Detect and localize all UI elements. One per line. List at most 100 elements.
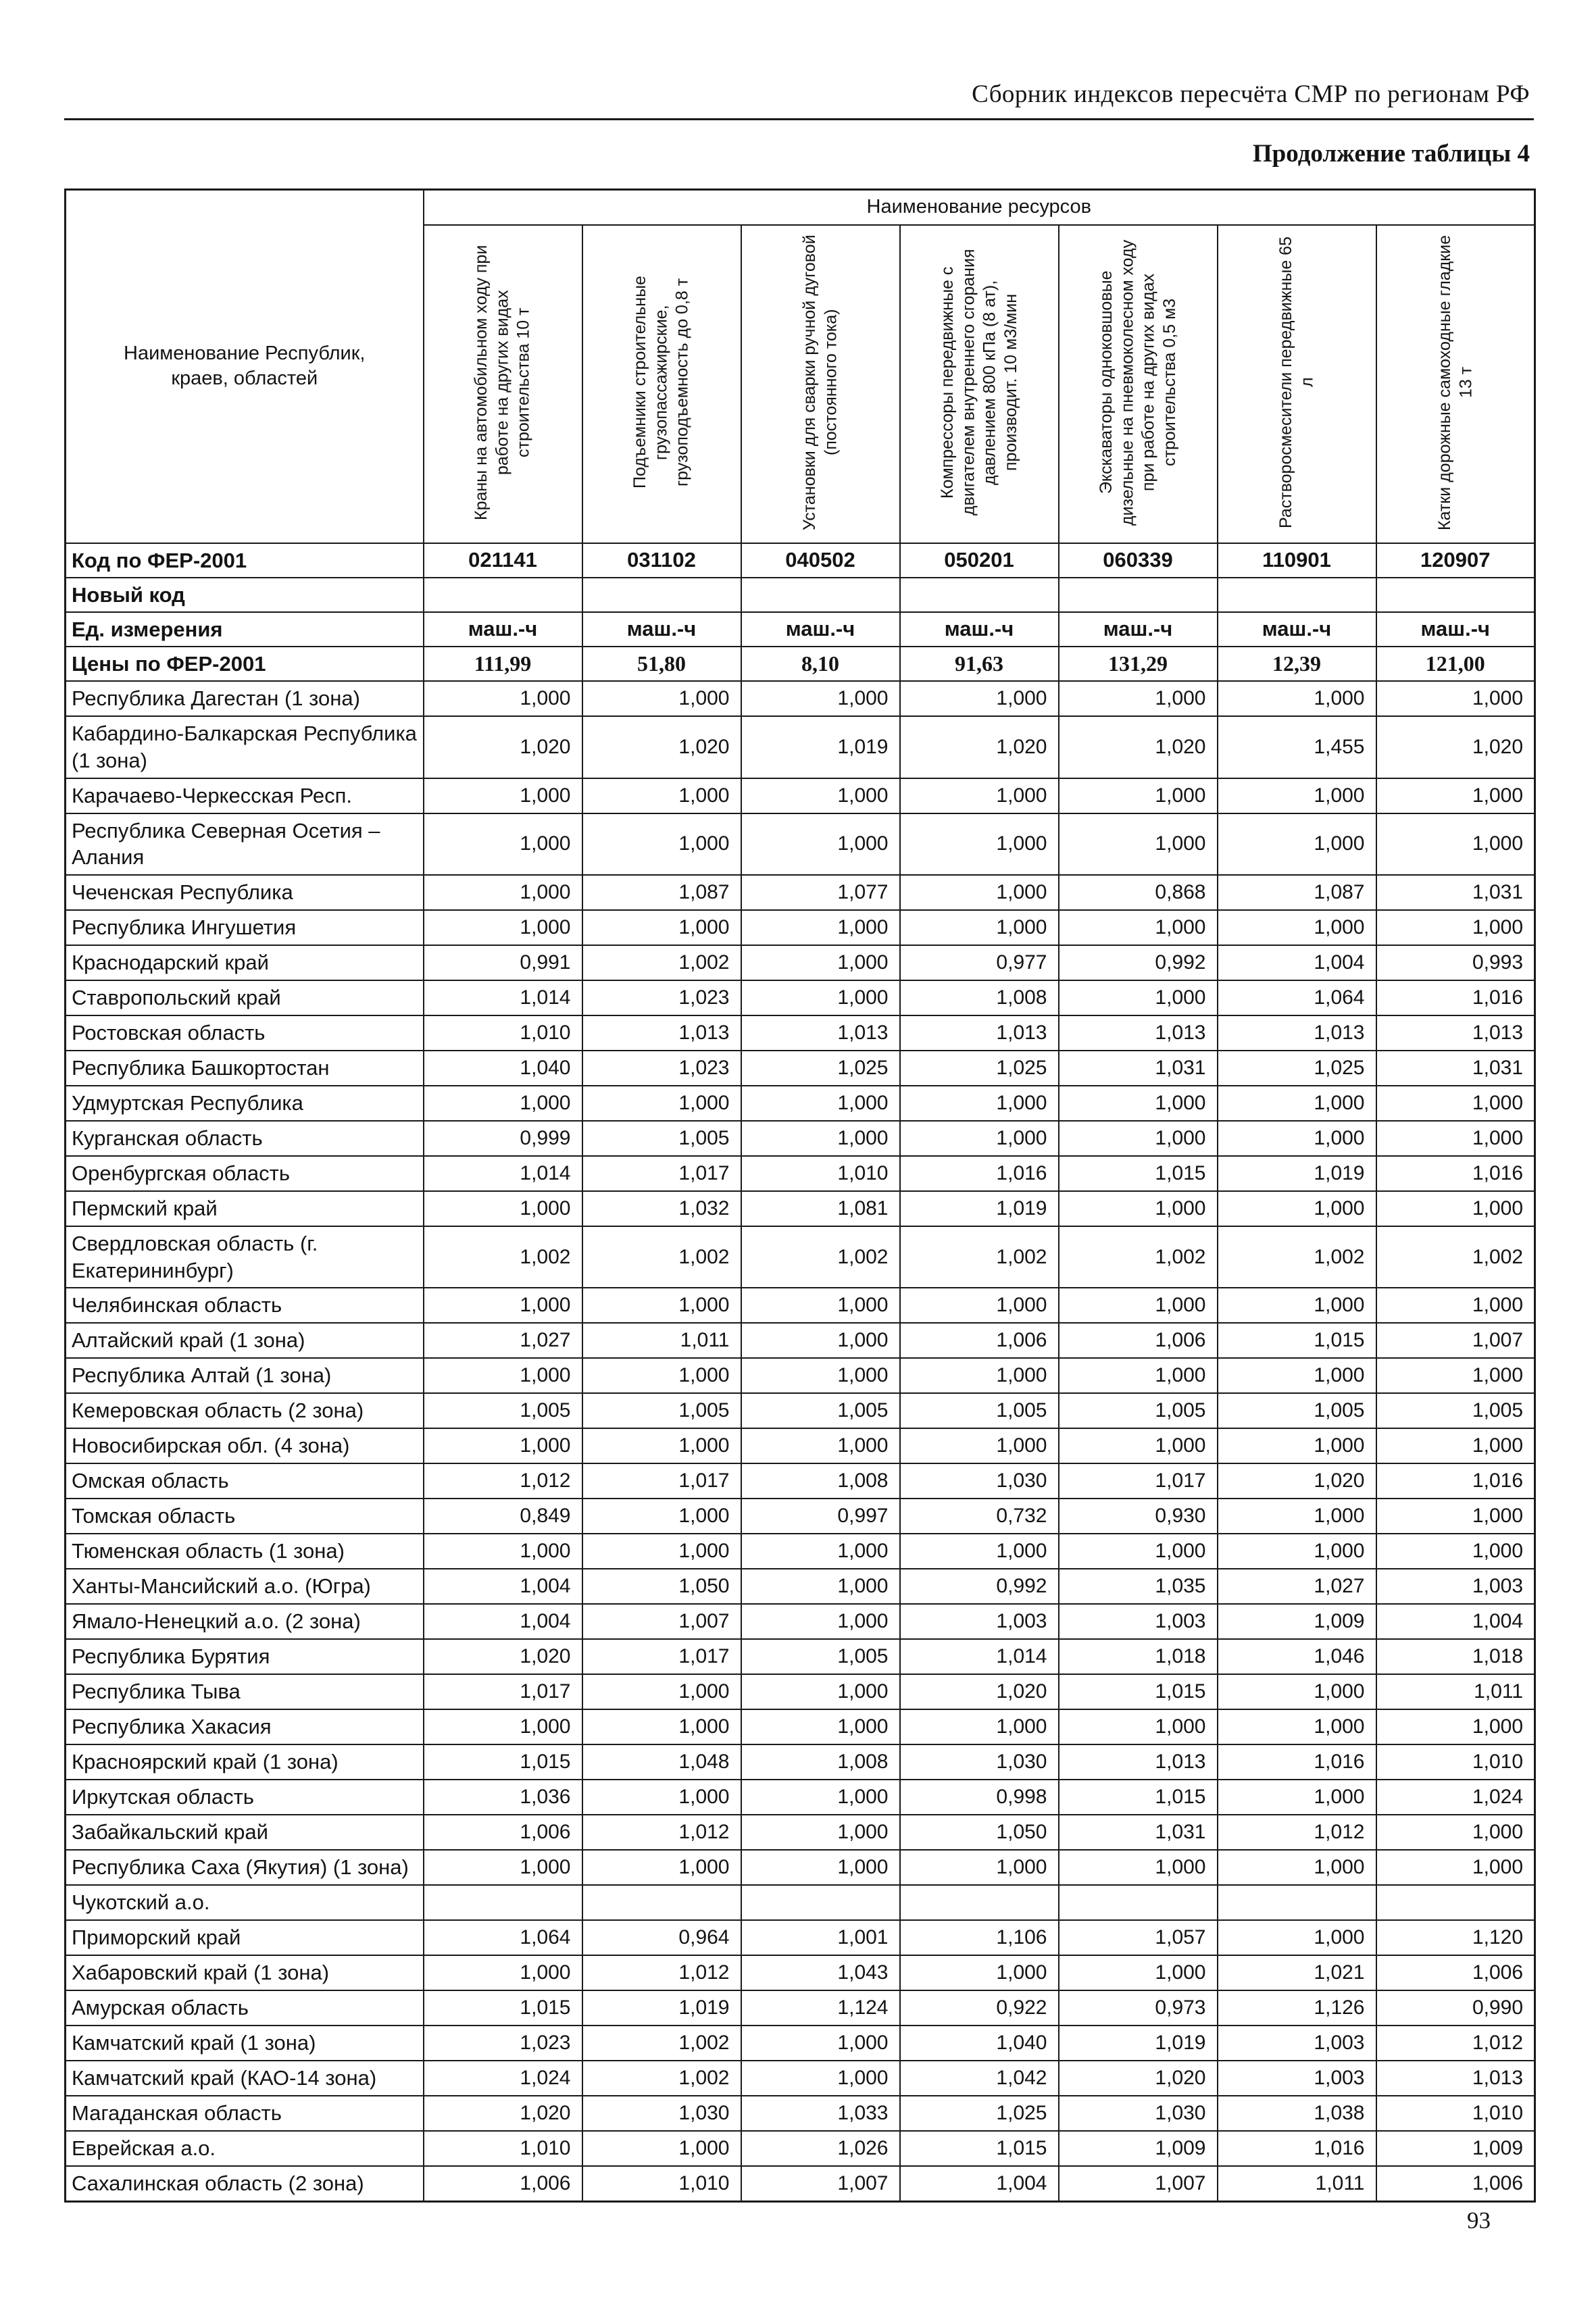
index-value: 0,997 [740,1498,901,1535]
index-value: 1,008 [740,1744,901,1781]
index-value: 1,002 [899,1225,1059,1289]
index-value: 1,017 [581,1463,742,1500]
region-name: Удмуртская Республика [64,1084,424,1122]
index-value: 1,000 [899,1084,1059,1122]
meta-value: маш.-ч [740,611,901,648]
region-name: Магаданская область [64,2095,424,2132]
table-continuation-title: Продолжение таблицы 4 [1252,140,1530,168]
region-name: Кабардино-Балкарская Республика (1 зона) [64,715,424,779]
meta-rows: Код по ФЕР-2001 021141 031102 040502 050201 0… [64,542,1536,682]
table-row: Республика Бурятия 1,020 1,017 1,005 1,014 1,… [64,1638,1536,1676]
index-value: 1,020 [1216,1463,1377,1500]
index-value: 0,993 [1375,944,1536,981]
resource-column-header: Катки дорожные самоходные гладкие 13 т [1375,224,1536,544]
index-value: 1,019 [1216,1155,1377,1192]
index-value: 1,050 [899,1814,1059,1851]
index-value: 1,006 [422,1814,583,1851]
table-row: Республика Алтай (1 зона) 1,000 1,000 1,000… [64,1357,1536,1394]
index-value: 1,048 [581,1744,742,1781]
index-value: 1,005 [899,1392,1059,1430]
index-value: 1,030 [899,1744,1059,1781]
index-value: 1,000 [1057,1287,1218,1324]
index-value: 1,000 [1375,1814,1536,1851]
meta-value: маш.-ч [1057,611,1218,648]
index-value: 1,000 [1375,909,1536,946]
index-value: 1,014 [422,1155,583,1192]
index-value: 0,922 [899,1990,1059,2027]
index-value: 1,000 [422,1084,583,1122]
index-value: 1,016 [1375,1463,1536,1500]
index-value: 1,000 [1375,1120,1536,1157]
index-value: 1,455 [1216,715,1377,779]
index-value: 1,000 [581,1084,742,1122]
index-value: 0,973 [1057,1990,1218,2027]
region-name: Краснодарский край [64,944,424,981]
table-row: Республика Хакасия 1,000 1,000 1,000 1,000 1,… [64,1709,1536,1746]
index-value: 1,010 [581,2165,742,2203]
index-value: 1,012 [581,1955,742,1992]
table-row: Новосибирская обл. (4 зона) 1,000 1,000 1,0… [64,1428,1536,1465]
table-row: Республика Башкортостан 1,040 1,023 1,025 1,… [64,1049,1536,1086]
resource-column-header: Установки для сварки ручной дуговой (пос… [740,224,901,544]
table-row: Чукотский а.о. [64,1884,1536,1921]
table-row: Ханты-Мансийский а.о. (Югра) 1,004 1,050 1,… [64,1568,1536,1605]
index-value: 1,005 [740,1392,901,1430]
index-value: 1,000 [1375,1190,1536,1227]
index-value: 1,000 [899,1955,1059,1992]
index-value: 1,000 [740,1428,901,1465]
index-value: 1,036 [422,1779,583,1816]
index-value: 1,000 [1216,680,1377,718]
index-value: 1,009 [1057,2130,1218,2167]
index-value: 1,015 [1216,1322,1377,1359]
index-value: 1,000 [581,1428,742,1465]
index-value: 1,000 [1216,1287,1377,1324]
table-row: Томская область 0,849 1,000 0,997 0,732 0,930… [64,1498,1536,1535]
index-value: 1,020 [422,715,583,779]
index-value: 1,020 [1057,715,1218,779]
index-value: 1,000 [422,909,583,946]
index-value: 1,038 [1216,2095,1377,2132]
index-value: 0,977 [899,944,1059,981]
index-value: 1,006 [1375,1955,1536,1992]
index-value: 1,126 [1216,1990,1377,2027]
index-value: 1,008 [899,979,1059,1016]
index-value: 1,027 [1216,1568,1377,1605]
resource-column-header: Компрессоры передвижные с двигателем вну… [899,224,1059,544]
index-value: 1,005 [1216,1392,1377,1430]
index-value: 1,000 [1057,812,1218,876]
meta-value: 050201 [899,542,1059,578]
index-value: 1,010 [740,1155,901,1192]
index-value: 1,000 [1216,1779,1377,1816]
index-value: 1,000 [422,777,583,814]
resource-column-header: Краны на автомобильном ходу при работе н… [422,224,583,544]
index-value: 1,004 [899,2165,1059,2203]
index-value [581,1884,742,1921]
index-value: 1,000 [581,2130,742,2167]
index-value: 0,868 [1057,874,1218,911]
index-value: 1,013 [1216,1014,1377,1051]
region-name: Республика Саха (Якутия) (1 зона) [64,1849,424,1886]
index-value: 1,003 [1216,2060,1377,2097]
index-value: 1,004 [1216,944,1377,981]
index-value: 1,000 [1375,1709,1536,1746]
index-value: 1,050 [581,1568,742,1605]
index-value: 1,000 [740,1084,901,1122]
index-value: 1,000 [422,1849,583,1886]
index-value: 1,000 [1216,777,1377,814]
region-name: Омская область [64,1463,424,1500]
index-value: 1,000 [1057,1955,1218,1992]
index-value: 1,000 [740,1603,901,1640]
index-value: 1,002 [1057,1225,1218,1289]
index-value: 1,008 [740,1463,901,1500]
index-value: 1,030 [581,2095,742,2132]
meta-value: 8,10 [740,646,901,682]
meta-value: 031102 [581,542,742,578]
index-value: 1,030 [1057,2095,1218,2132]
resource-column-label: Компрессоры передвижные с двигателем вну… [937,249,1020,515]
index-value: 1,010 [422,1014,583,1051]
region-name: Свердловская область (г. Екатерининбург) [64,1225,424,1289]
region-name: Пермский край [64,1190,424,1227]
table-row: Кабардино-Балкарская Республика (1 зона)… [64,715,1536,779]
table-row: Приморский край 1,064 0,964 1,001 1,106 1,057… [64,1919,1536,1957]
index-value: 1,013 [1375,1014,1536,1051]
